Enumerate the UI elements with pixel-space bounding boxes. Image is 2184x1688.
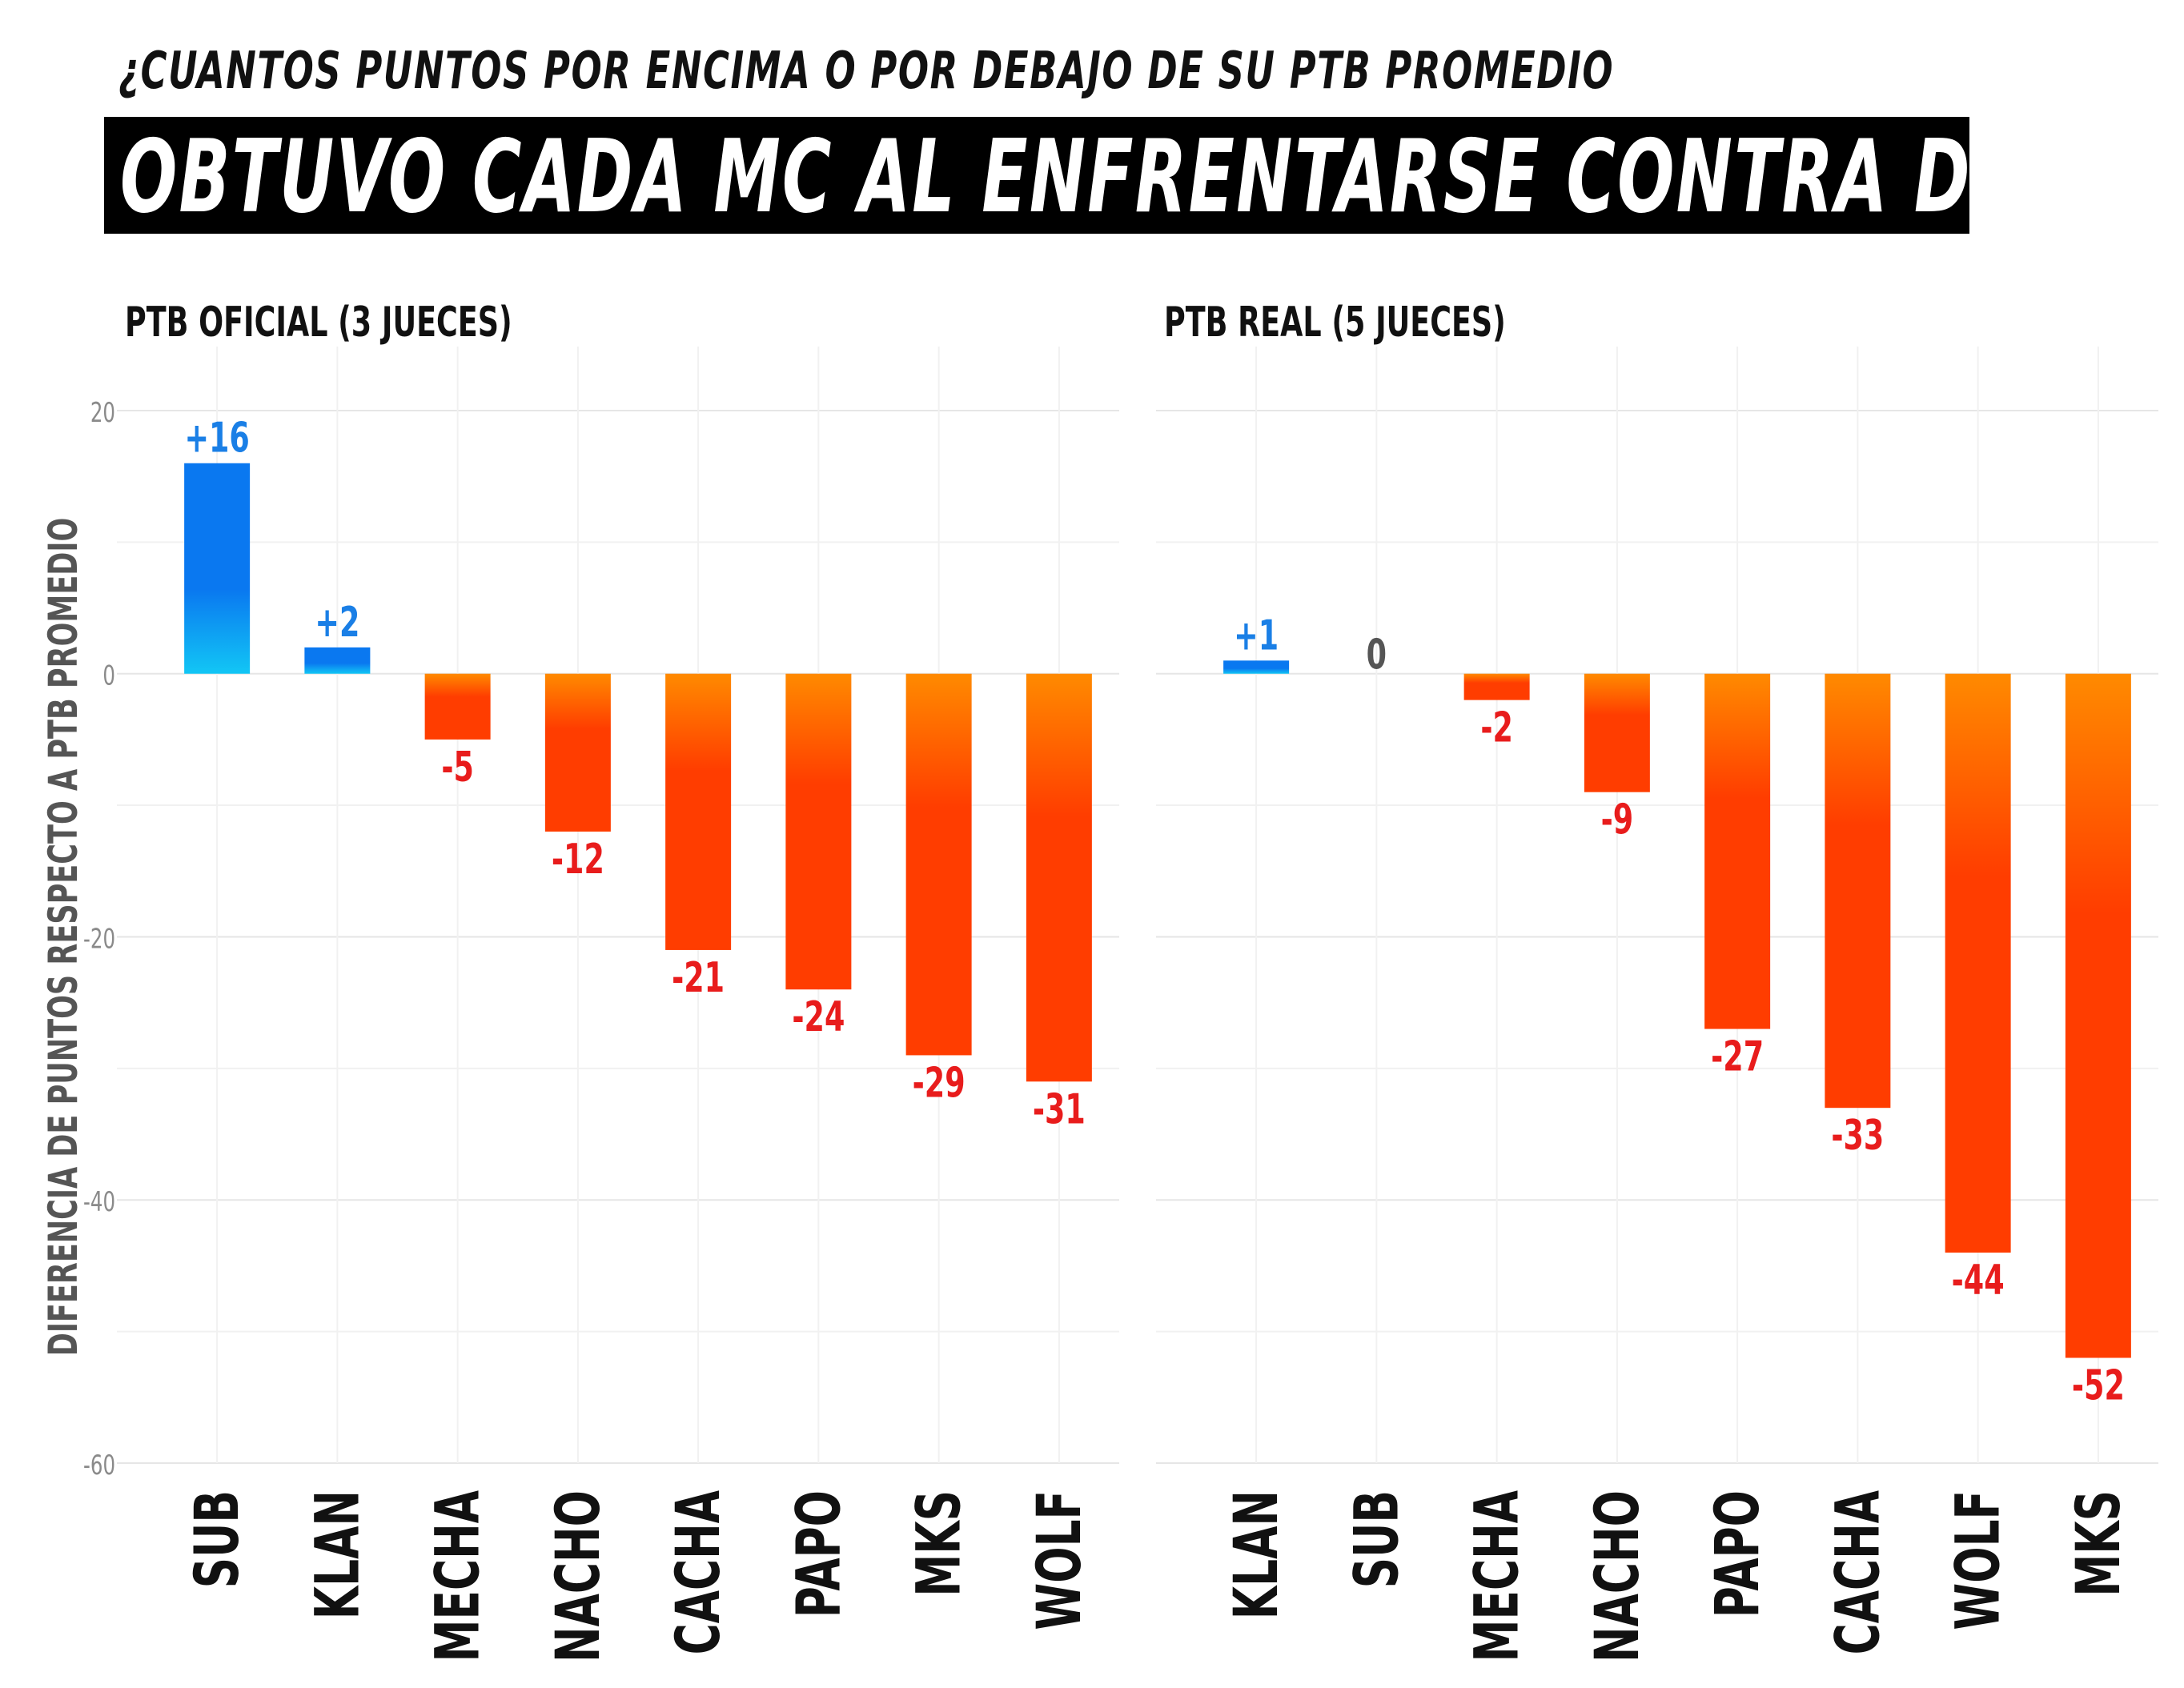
x-tick-label: CACHA xyxy=(664,1490,734,1655)
x-tick-label: NACHO xyxy=(1583,1490,1653,1662)
data-label: +2 xyxy=(315,598,359,646)
x-tick-label: SUB xyxy=(1342,1490,1412,1588)
data-label: -5 xyxy=(441,743,474,791)
data-label: -31 xyxy=(1033,1085,1086,1133)
bar xyxy=(2066,674,2131,1358)
y-tick-label: 20 xyxy=(90,397,115,429)
bar xyxy=(1026,674,1092,1082)
bar xyxy=(1584,674,1650,792)
bar xyxy=(304,648,370,674)
data-label: -52 xyxy=(2072,1361,2125,1409)
data-label: -29 xyxy=(913,1058,966,1106)
data-label: +16 xyxy=(184,414,249,462)
x-tick-label: MKS xyxy=(2064,1490,2134,1597)
x-tick-label: WOLF xyxy=(1025,1490,1095,1630)
panel-title: PTB OFICIAL (3 JUECES) xyxy=(125,298,512,346)
x-tick-label: MECHA xyxy=(1462,1490,1532,1662)
bar xyxy=(545,674,611,832)
data-label: -44 xyxy=(1952,1256,2005,1304)
x-tick-label: MECHA xyxy=(423,1490,493,1662)
x-tick-label: NACHO xyxy=(544,1490,614,1662)
x-tick-label: KLAN xyxy=(303,1490,373,1619)
x-tick-label: PAPO xyxy=(784,1490,854,1618)
y-tick-label: -40 xyxy=(83,1186,115,1218)
x-tick-label: MKS xyxy=(904,1490,974,1597)
x-tick-label: KLAN xyxy=(1222,1490,1292,1619)
data-label: -2 xyxy=(1480,704,1513,752)
y-tick-label: -20 xyxy=(83,924,115,956)
bar xyxy=(1223,660,1289,673)
bar xyxy=(1464,674,1530,700)
y-axis-label: DIFERENCIA DE PUNTOS RESPECTO A PTB PROM… xyxy=(39,518,86,1357)
data-label: -24 xyxy=(792,992,845,1040)
data-label: -21 xyxy=(672,953,725,1001)
data-label: 0 xyxy=(1367,631,1387,679)
bar xyxy=(425,674,491,740)
x-tick-label: WOLF xyxy=(1943,1490,2013,1630)
bar xyxy=(665,674,731,950)
bar xyxy=(1825,674,1890,1108)
x-tick-label: CACHA xyxy=(1823,1490,1893,1655)
bar xyxy=(906,674,972,1056)
data-label: -12 xyxy=(552,835,604,883)
y-tick-label: 0 xyxy=(102,660,115,692)
x-tick-label: PAPO xyxy=(1703,1490,1773,1618)
data-label: -33 xyxy=(1831,1111,1884,1159)
bar xyxy=(184,463,250,674)
bar xyxy=(1704,674,1770,1029)
bar xyxy=(785,674,851,990)
data-label: +1 xyxy=(1234,611,1279,659)
y-tick-label: -60 xyxy=(83,1449,115,1482)
x-tick-label: SUB xyxy=(183,1490,253,1588)
data-label: -27 xyxy=(1711,1032,1764,1081)
bar xyxy=(1945,674,2011,1253)
panel-title: PTB REAL (5 JUECES) xyxy=(1164,298,1506,346)
data-label: -9 xyxy=(1601,796,1634,844)
